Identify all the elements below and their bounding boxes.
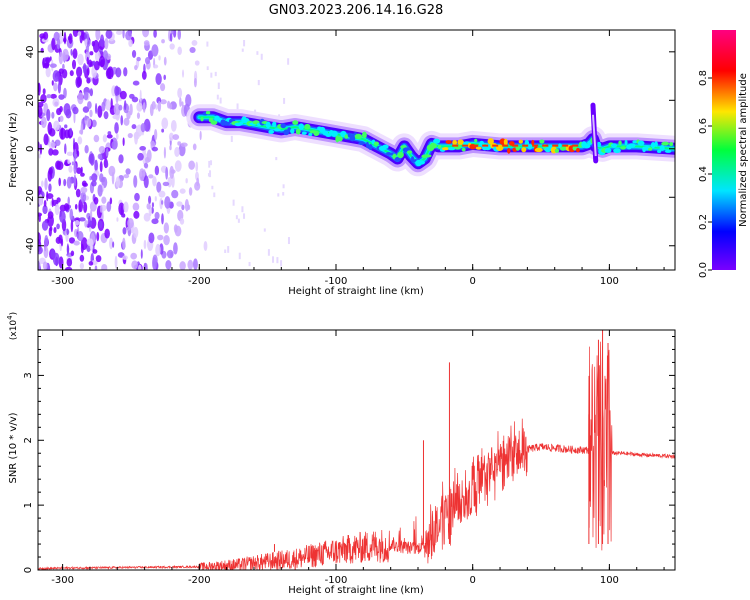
snr-content (38, 330, 675, 570)
spec-ytick-label-4: 40 (25, 45, 36, 58)
snr-ylabel: SNR (10 * v/v) (8, 412, 19, 483)
spec-xtick-label-2: -100 (325, 276, 348, 287)
snr-xtick-label-1: -200 (188, 575, 211, 586)
snr-xtick-label-4: 100 (600, 575, 619, 586)
spec-xtick-label-1: -200 (188, 276, 211, 287)
spec-ytick-label-1: -20 (25, 189, 36, 205)
snr-ytick-label-0: 0 (23, 567, 34, 573)
colorbar-tick-label-4: 0.8 (698, 70, 709, 86)
spec-xtick-label-4: 100 (600, 276, 619, 287)
spec-xtick-label-0: -300 (51, 276, 74, 287)
chart-title: GN03.2023.206.14.16.G28 (269, 3, 444, 18)
noise-speckle (38, 30, 290, 270)
spectrogram-ylabel: Frequency (Hz) (8, 112, 19, 188)
spec-ytick-label-0: -40 (25, 238, 36, 254)
colorbar-ticks: 0.0 0.2 0.4 0.6 0.8 (698, 70, 712, 278)
snr-multiplier: (x104) (6, 312, 19, 340)
snr-xtick-label-0: -300 (51, 575, 74, 586)
colorbar-tick-label-1: 0.2 (698, 214, 709, 230)
spectrogram-xlabel: Height of straight line (km) (288, 286, 424, 297)
spec-ytick-label-3: 20 (25, 94, 36, 107)
colorbar-label: Normalized spectral amplitude (738, 73, 749, 227)
snr-frame (37, 329, 676, 571)
snr-xtick-label-2: -100 (325, 575, 348, 586)
ridge-blobs (200, 111, 674, 167)
snr-xlabel: Height of straight line (km) (288, 585, 424, 596)
svg-text:(x104): (x104) (6, 312, 19, 340)
spectrogram-spike-halo (591, 114, 597, 157)
snr-multiplier-base: (x10 (9, 320, 19, 341)
colorbar-tick-label-3: 0.6 (698, 118, 709, 134)
colorbar-tick-label-2: 0.4 (698, 166, 709, 182)
snr-axes: -300 -200 -100 0 100 0 1 2 3 (23, 330, 675, 586)
colorbar-tick-label-0: 0.0 (698, 262, 709, 278)
spec-xtick-label-3: 0 (470, 276, 476, 287)
colorbar-gradient (712, 30, 736, 270)
spectrogram-content (38, 30, 675, 270)
snr-xtick-label-3: 0 (470, 575, 476, 586)
snr-ytick-label-2: 2 (23, 437, 34, 443)
colorbar: 0.0 0.2 0.4 0.6 0.8 Normalized spectral ampl… (698, 30, 749, 278)
snr-ytick-label-3: 3 (23, 372, 34, 378)
snr-multiplier-exp: 4 (6, 315, 14, 320)
snr-panel: -300 -200 -100 0 100 0 1 2 3 Height of straight … (6, 312, 676, 596)
snr-ytick-label-1: 1 (23, 502, 34, 508)
spectrogram-frame (37, 29, 676, 271)
snr-series (38, 341, 675, 570)
spec-ytick-label-2: 0 (25, 146, 36, 152)
